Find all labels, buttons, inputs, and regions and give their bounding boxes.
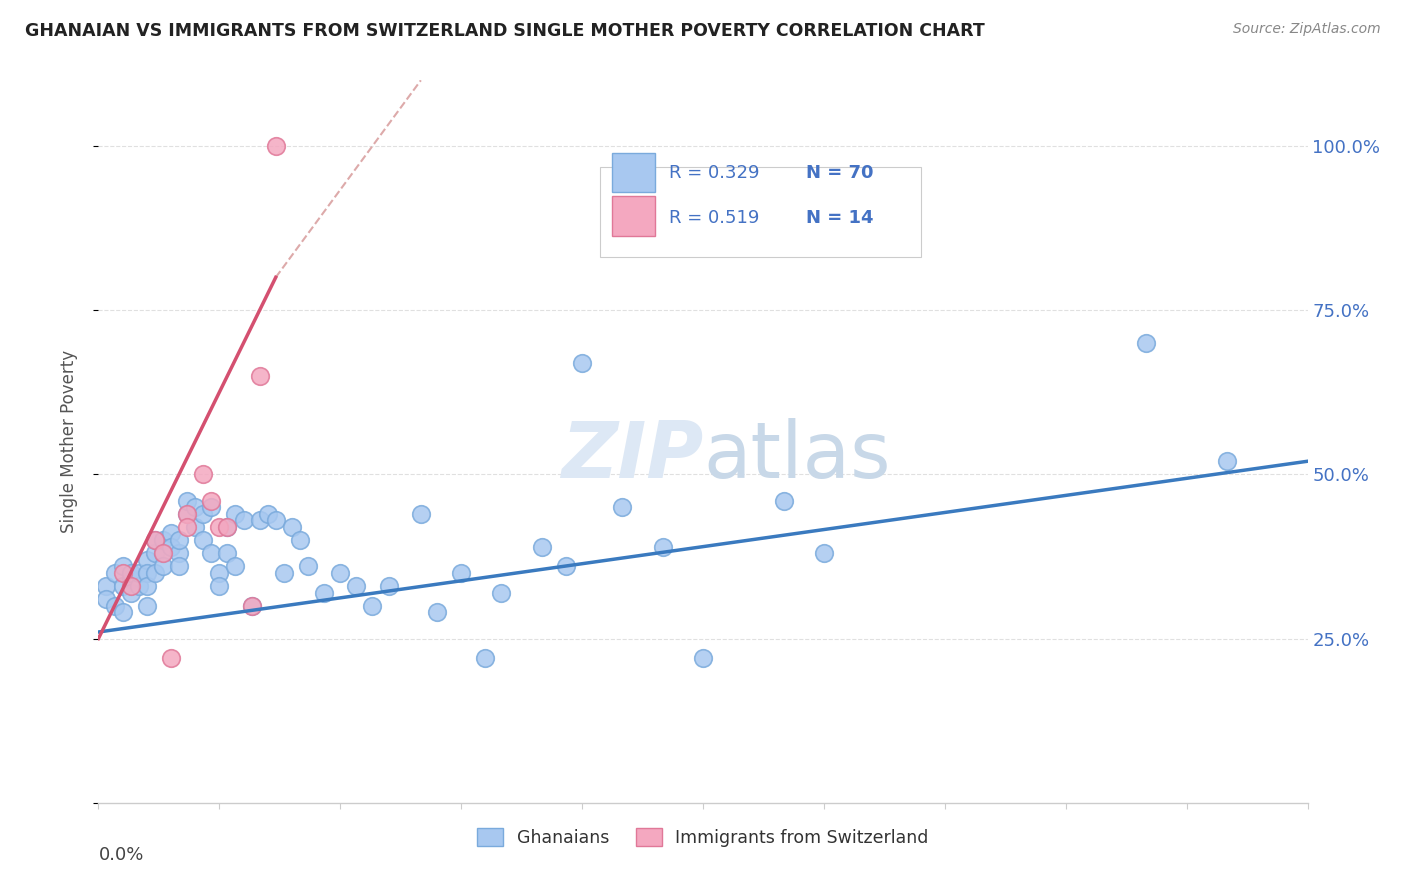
Point bbox=[256, 507, 278, 521]
Point bbox=[329, 566, 352, 580]
Point bbox=[135, 599, 157, 613]
Point bbox=[1135, 336, 1157, 351]
Point bbox=[361, 599, 384, 613]
Point bbox=[193, 533, 215, 547]
Point bbox=[772, 493, 794, 508]
Point bbox=[217, 520, 239, 534]
Point bbox=[409, 507, 432, 521]
Point bbox=[96, 579, 118, 593]
Point bbox=[612, 500, 634, 515]
Point bbox=[193, 467, 215, 482]
Point bbox=[152, 533, 174, 547]
Point bbox=[314, 585, 336, 599]
Point bbox=[120, 579, 142, 593]
Point bbox=[224, 559, 246, 574]
Point bbox=[135, 553, 157, 567]
Point bbox=[273, 566, 295, 580]
Point bbox=[143, 546, 166, 560]
Point bbox=[491, 585, 513, 599]
Text: N = 70: N = 70 bbox=[806, 164, 873, 182]
Point bbox=[692, 651, 714, 665]
Point bbox=[120, 566, 142, 580]
Point bbox=[135, 566, 157, 580]
Bar bbox=[613, 196, 655, 235]
Point bbox=[167, 559, 190, 574]
Point bbox=[217, 520, 239, 534]
Point bbox=[208, 579, 231, 593]
Point bbox=[184, 500, 207, 515]
Point bbox=[96, 592, 118, 607]
FancyBboxPatch shape bbox=[600, 167, 921, 257]
Text: R = 0.329: R = 0.329 bbox=[669, 164, 759, 182]
Text: 0.0%: 0.0% bbox=[98, 847, 143, 864]
Text: N = 14: N = 14 bbox=[806, 209, 873, 227]
Point bbox=[193, 507, 215, 521]
Point bbox=[474, 651, 496, 665]
Point bbox=[344, 579, 367, 593]
Point bbox=[200, 493, 222, 508]
Point bbox=[426, 605, 449, 619]
Point bbox=[217, 546, 239, 560]
Point bbox=[143, 533, 166, 547]
Point bbox=[200, 500, 222, 515]
Point bbox=[120, 573, 142, 587]
Point bbox=[249, 513, 271, 527]
Point bbox=[152, 559, 174, 574]
Text: R = 0.519: R = 0.519 bbox=[669, 209, 759, 227]
Point bbox=[571, 356, 593, 370]
Point bbox=[264, 139, 287, 153]
Text: ZIP: ZIP bbox=[561, 418, 703, 494]
Text: GHANAIAN VS IMMIGRANTS FROM SWITZERLAND SINGLE MOTHER POVERTY CORRELATION CHART: GHANAIAN VS IMMIGRANTS FROM SWITZERLAND … bbox=[25, 22, 986, 40]
Point bbox=[128, 566, 150, 580]
Point bbox=[813, 546, 835, 560]
Point bbox=[160, 651, 183, 665]
Point bbox=[111, 579, 134, 593]
Point bbox=[176, 493, 198, 508]
Point bbox=[208, 566, 231, 580]
Point bbox=[224, 507, 246, 521]
Point bbox=[240, 599, 263, 613]
Point bbox=[176, 520, 198, 534]
Point bbox=[297, 559, 319, 574]
Point bbox=[128, 579, 150, 593]
Point bbox=[152, 546, 174, 560]
Point bbox=[160, 540, 183, 554]
Point bbox=[240, 599, 263, 613]
Point bbox=[152, 546, 174, 560]
Point bbox=[530, 540, 553, 554]
Point bbox=[288, 533, 311, 547]
Point bbox=[281, 520, 304, 534]
Y-axis label: Single Mother Poverty: Single Mother Poverty bbox=[59, 350, 77, 533]
Bar bbox=[613, 153, 655, 193]
Point bbox=[184, 520, 207, 534]
Point bbox=[120, 585, 142, 599]
Point bbox=[450, 566, 472, 580]
Point bbox=[111, 559, 134, 574]
Point bbox=[264, 513, 287, 527]
Point bbox=[1216, 454, 1239, 468]
Point bbox=[377, 579, 399, 593]
Point bbox=[103, 599, 125, 613]
Point bbox=[555, 559, 578, 574]
Point bbox=[208, 520, 231, 534]
Point bbox=[111, 605, 134, 619]
Legend: Ghanaians, Immigrants from Switzerland: Ghanaians, Immigrants from Switzerland bbox=[468, 820, 938, 855]
Point bbox=[160, 526, 183, 541]
Point bbox=[651, 540, 673, 554]
Point bbox=[111, 566, 134, 580]
Point bbox=[176, 507, 198, 521]
Point bbox=[143, 533, 166, 547]
Point bbox=[167, 546, 190, 560]
Point bbox=[135, 579, 157, 593]
Point bbox=[232, 513, 254, 527]
Point bbox=[249, 368, 271, 383]
Point bbox=[143, 566, 166, 580]
Point bbox=[200, 546, 222, 560]
Point bbox=[103, 566, 125, 580]
Text: atlas: atlas bbox=[703, 418, 890, 494]
Point bbox=[167, 533, 190, 547]
Text: Source: ZipAtlas.com: Source: ZipAtlas.com bbox=[1233, 22, 1381, 37]
Point bbox=[176, 507, 198, 521]
